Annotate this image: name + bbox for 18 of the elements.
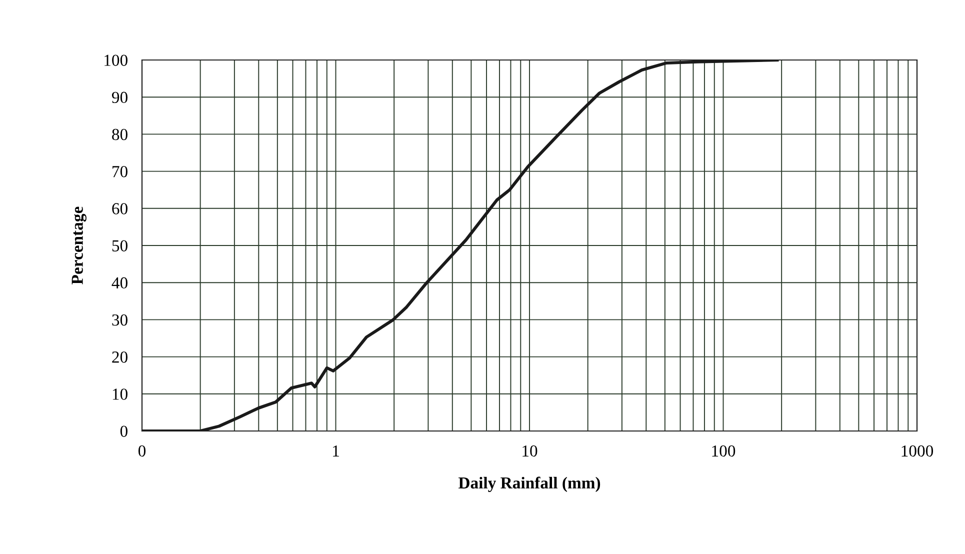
y-tick-label: 30 (112, 314, 128, 326)
y-tick-label: 60 (112, 203, 128, 214)
x-axis-title: Daily Rainfall (mm) (458, 476, 600, 492)
y-axis-title: Percentage (72, 206, 86, 284)
x-tick-label: 0 (138, 445, 146, 457)
x-tick-label: 1 (333, 445, 339, 456)
x-tick-label: 10 (522, 445, 538, 457)
y-tick-label: 10 (112, 388, 128, 400)
y-tick-label: 100 (104, 54, 128, 66)
y-tick-label: 40 (112, 277, 128, 289)
y-tick-label: 0 (120, 426, 128, 437)
y-tick-label: 90 (112, 92, 128, 104)
y-tick-label: 80 (112, 128, 128, 140)
y-tick-label: 70 (112, 166, 128, 178)
x-tick-label: 100 (712, 445, 736, 457)
y-tick-label: 20 (112, 352, 128, 363)
y-tick-label: 50 (112, 240, 128, 252)
x-tick-label: 1000 (902, 445, 934, 457)
